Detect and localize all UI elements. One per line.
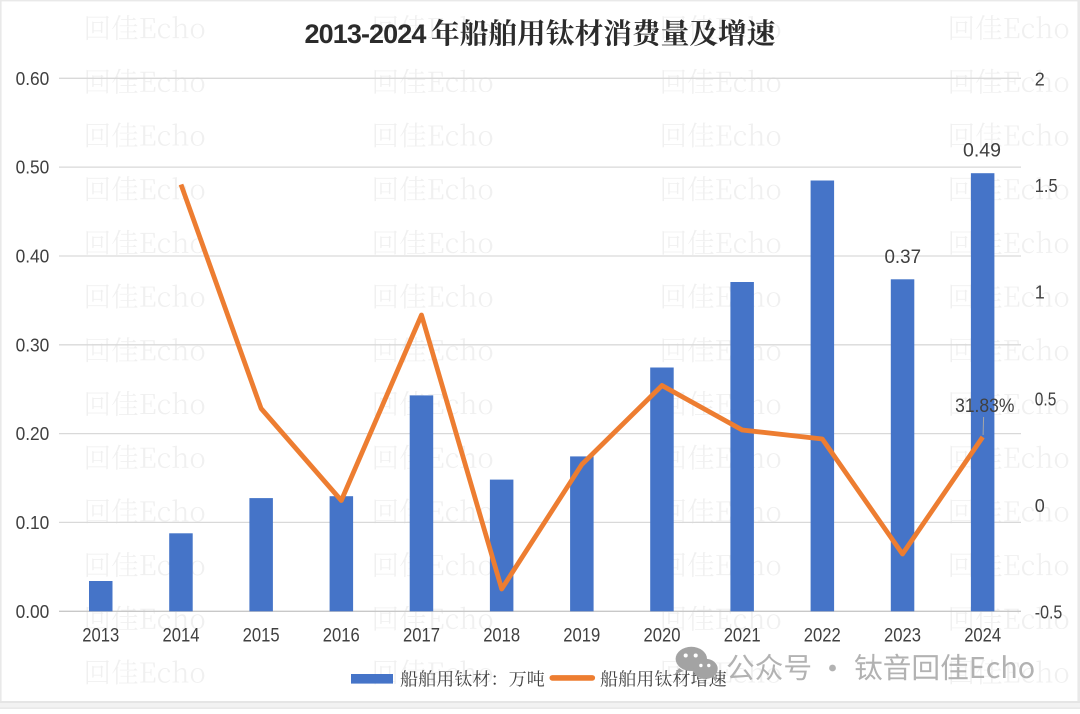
- svg-text:2020: 2020: [644, 626, 681, 647]
- svg-text:2013: 2013: [82, 626, 119, 647]
- svg-text:0.40: 0.40: [16, 247, 50, 267]
- svg-text:2022: 2022: [804, 626, 841, 647]
- svg-text:2016: 2016: [323, 626, 360, 647]
- svg-text:2018: 2018: [483, 626, 520, 647]
- svg-text:1: 1: [1035, 283, 1045, 303]
- svg-text:0.50: 0.50: [16, 158, 50, 178]
- svg-text:2019: 2019: [563, 626, 600, 647]
- svg-text:2: 2: [1035, 70, 1045, 90]
- svg-text:0.00: 0.00: [16, 602, 50, 622]
- svg-text:0.20: 0.20: [16, 424, 50, 444]
- svg-text:2023: 2023: [884, 626, 921, 647]
- svg-text:0: 0: [1035, 496, 1045, 516]
- svg-text:0.60: 0.60: [16, 69, 50, 89]
- svg-text:2013-2024: 2013-2024: [305, 19, 427, 49]
- svg-text:2017: 2017: [403, 626, 440, 647]
- svg-text:0.37: 0.37: [885, 246, 922, 268]
- svg-text:0.5: 0.5: [1035, 389, 1057, 409]
- svg-text:0.30: 0.30: [16, 335, 50, 355]
- svg-text:0.10: 0.10: [16, 513, 50, 533]
- svg-text:2014: 2014: [163, 626, 200, 647]
- svg-text:1.5: 1.5: [1035, 176, 1058, 196]
- svg-text:31.83%: 31.83%: [955, 395, 1014, 417]
- svg-text:0.49: 0.49: [963, 140, 1001, 162]
- svg-text:2015: 2015: [243, 626, 280, 647]
- svg-text:2024: 2024: [964, 626, 1001, 647]
- svg-text:2021: 2021: [724, 626, 761, 647]
- svg-text:-0.5: -0.5: [1035, 603, 1063, 623]
